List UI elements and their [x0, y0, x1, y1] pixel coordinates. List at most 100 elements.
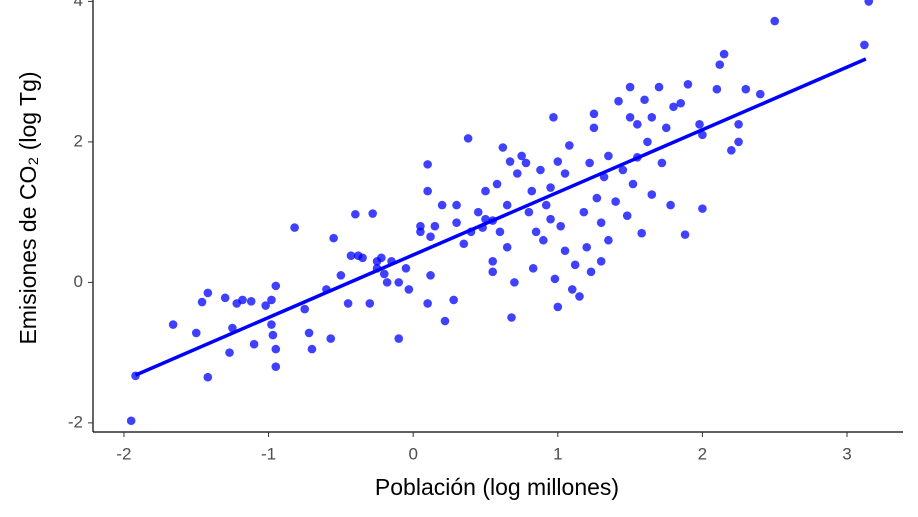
point	[549, 113, 558, 122]
point	[394, 334, 404, 343]
point	[640, 95, 649, 105]
point	[271, 281, 281, 291]
point	[654, 82, 664, 92]
y-axis-title: Emisiones de CO₂ (log Tg)	[15, 71, 41, 344]
point	[541, 200, 551, 210]
y-tick-label: 0	[74, 272, 83, 291]
point	[741, 84, 751, 94]
point	[459, 239, 469, 249]
point	[727, 146, 736, 155]
point	[666, 200, 675, 210]
x-tick-label: 0	[408, 444, 417, 463]
point	[336, 271, 346, 280]
point	[423, 186, 432, 196]
point	[589, 123, 599, 133]
point	[683, 79, 693, 89]
point	[565, 141, 574, 150]
point	[300, 304, 310, 314]
point	[625, 113, 635, 122]
point	[524, 207, 534, 217]
point	[126, 416, 136, 426]
point	[589, 109, 599, 119]
point	[377, 253, 386, 263]
point	[452, 200, 461, 210]
point	[517, 151, 526, 161]
point	[539, 235, 548, 245]
point	[628, 179, 638, 189]
point	[676, 98, 686, 108]
point	[326, 334, 336, 343]
point	[416, 227, 425, 237]
point	[238, 295, 247, 305]
point	[382, 278, 392, 287]
point	[698, 130, 707, 140]
point	[553, 302, 563, 312]
regression-line	[134, 57, 867, 377]
point	[437, 200, 447, 210]
point	[864, 0, 874, 6]
point	[343, 299, 353, 308]
point	[267, 295, 276, 305]
point	[423, 299, 432, 308]
point	[440, 316, 450, 326]
point	[463, 134, 473, 143]
point	[290, 223, 299, 232]
point	[498, 143, 508, 152]
x-tick-label: -1	[261, 444, 276, 463]
point	[680, 230, 690, 239]
point	[614, 96, 623, 106]
point	[228, 323, 237, 333]
x-tick-label: 1	[553, 444, 562, 463]
point	[267, 320, 276, 329]
point	[531, 227, 541, 237]
point	[695, 120, 704, 129]
point	[647, 113, 657, 122]
point	[521, 158, 531, 168]
point	[423, 160, 432, 169]
point	[719, 49, 729, 59]
point	[570, 260, 580, 270]
point	[452, 218, 461, 227]
point	[507, 313, 516, 322]
point	[351, 209, 360, 219]
x-tick-label: 2	[698, 444, 707, 463]
point	[770, 16, 780, 26]
point	[755, 89, 765, 99]
point	[657, 158, 667, 168]
point	[329, 233, 338, 243]
point	[550, 274, 560, 284]
point	[473, 207, 483, 217]
point	[492, 179, 502, 189]
point	[197, 297, 207, 307]
point	[536, 165, 545, 175]
y-tick-label: 4	[74, 0, 83, 10]
point	[404, 285, 414, 294]
point	[592, 193, 602, 203]
point	[560, 169, 570, 178]
point	[203, 288, 213, 298]
y-tick-label: -2	[68, 412, 83, 431]
point	[582, 242, 592, 252]
point	[669, 102, 678, 112]
point	[556, 221, 565, 231]
point	[575, 292, 584, 301]
point	[560, 246, 570, 256]
point	[225, 348, 234, 357]
point	[271, 344, 281, 354]
point	[249, 339, 259, 349]
point	[481, 186, 490, 196]
point	[643, 137, 652, 147]
point	[637, 228, 646, 238]
point	[604, 235, 613, 245]
point	[307, 344, 317, 354]
point	[430, 221, 440, 231]
point	[698, 204, 707, 213]
point	[168, 320, 178, 329]
point	[712, 84, 722, 94]
point	[553, 157, 563, 166]
point	[268, 330, 278, 340]
x-tick-label: 3	[842, 444, 851, 463]
point	[502, 242, 512, 252]
point	[661, 123, 671, 133]
